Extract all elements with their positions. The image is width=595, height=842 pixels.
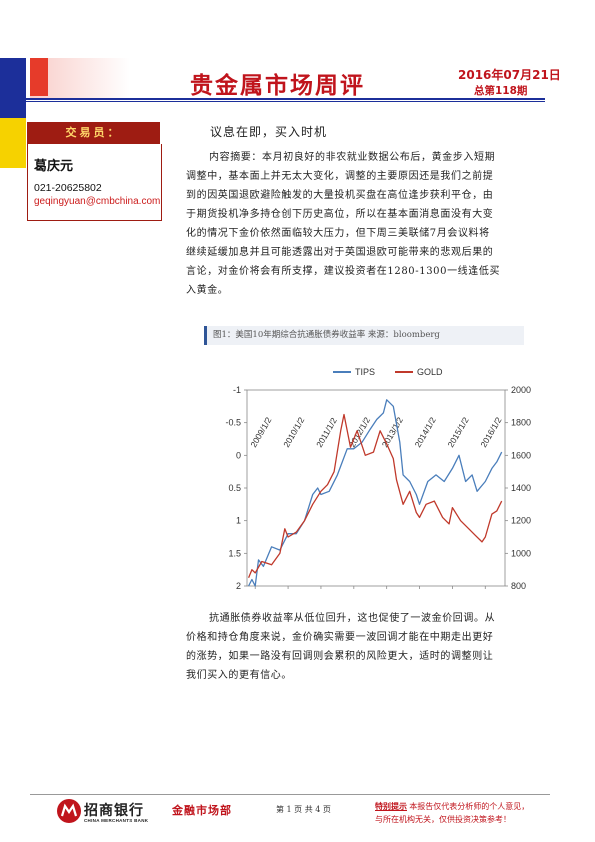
left-tick-label: 0 — [236, 450, 241, 460]
report-title: 贵金属市场周评 — [190, 72, 365, 99]
x-tick-label: 2010/1/2 — [281, 415, 306, 449]
corner-faded-red — [30, 58, 130, 98]
footer-rule — [30, 794, 550, 795]
left-tick-label: 2 — [236, 581, 241, 591]
closing-line: 的涨势，如果一路没有回调则会累积的风险更大，适时的调整则让 — [186, 651, 494, 662]
x-tick-label: 2009/1/2 — [248, 415, 273, 449]
header-rule — [26, 98, 545, 100]
department-name: 金融市场部 — [172, 804, 232, 817]
closing-paragraph: 抗通胀债券收益率从低位回升，这也促使了一波金价回调。从 价格和持仓角度来说，金价… — [186, 609, 495, 685]
x-tick-label: 2014/1/2 — [413, 415, 438, 449]
summary-line: 继续延缓加息并且可能透露出对于英国退欧可能带来的悲观后果的 — [186, 247, 494, 258]
bank-name: 招商银行 — [84, 803, 144, 819]
series-line-tips — [248, 399, 503, 587]
analyst-phone: 021-20625802 — [34, 182, 102, 194]
tips-gold-chart: -1 -0.5 0 0.5 1 1.5 2 800 1000 1200 1400 1600 1800 20… — [225, 367, 531, 591]
issue-number: 总第118期 — [474, 85, 528, 97]
analyst-email-link[interactable]: geqingyuan@cmbchina.com — [34, 196, 161, 207]
x-tick-label: 2016/1/2 — [478, 415, 503, 449]
analyst-name: 葛庆元 — [34, 159, 74, 174]
summary-line: 内容摘要：本月初良好的非农就业数据公布后，黄金步入短期 — [209, 152, 496, 163]
summary-line: 入黄金。 — [186, 285, 229, 296]
x-tick-label: 2013/1/2 — [380, 415, 405, 449]
left-tick-label: 1.5 — [228, 548, 241, 558]
corner-yellow-block — [0, 118, 26, 168]
report-date: 2016年07月21日 — [458, 68, 561, 82]
right-tick-label: 1400 — [511, 483, 531, 493]
x-tick-label: 2011/1/2 — [314, 416, 339, 449]
right-tick-label: 800 — [511, 581, 526, 591]
left-tick-label: 1 — [236, 516, 241, 526]
series-line-gold — [247, 413, 503, 579]
x-tick-label: 2015/1/2 — [445, 415, 470, 449]
left-tick-label: 0.5 — [228, 483, 241, 493]
summary-line: 化的情况下金价依然面临较大压力，但下周三美联储7月会议料将 — [186, 228, 490, 239]
figure-caption: 图1：美国10年期综合抗通胀债券收益率 来源：bloomberg — [204, 326, 524, 345]
legend-label-gold: GOLD — [417, 367, 443, 377]
header-rule-thin — [26, 101, 545, 102]
article-headline: 议息在即，买入时机 — [210, 125, 328, 139]
closing-line: 抗通胀债券收益率从低位回升，这也促使了一波金价回调。从 — [209, 613, 496, 624]
right-tick-label: 1800 — [511, 418, 531, 428]
right-tick-label: 1000 — [511, 548, 531, 558]
corner-red-block — [30, 58, 48, 96]
summary-line: 言论，对金价将会有所支撑，建议投资者在1280-1300一线逢低买 — [186, 266, 501, 277]
left-tick-label: -1 — [233, 385, 241, 395]
summary-line: 调整中，基本面上并无太大变化，调整的主要原因还是我们之前提 — [186, 171, 494, 182]
summary-line: 到的因英国退欧避险触发的大量投机买盘在高位逢步获利平仓，由 — [186, 190, 494, 201]
left-tick-label: -0.5 — [225, 418, 241, 428]
closing-line: 我们买入的更有信心。 — [186, 670, 292, 681]
summary-line: 于期货投机净多持仓创下历史高位，所以在基本面消息面没有大变 — [186, 209, 494, 220]
trader-info-box — [27, 144, 162, 221]
summary-paragraph: 内容摘要：本月初良好的非农就业数据公布后，黄金步入短期 调整中，基本面上并无太大… — [186, 148, 500, 300]
right-tick-label: 1600 — [511, 450, 531, 460]
bank-name-en: CHINA MERCHANTS BANK — [84, 818, 149, 823]
corner-blue-block — [0, 58, 26, 118]
closing-line: 价格和持仓角度来说，金价确实需要一波回调才能在中期走出更好 — [186, 632, 494, 643]
disclaimer: 特别提示 本报告仅代表分析师的个人意见， 与所在机构无关，仅供投资决策参考！ — [375, 802, 530, 824]
trader-heading: 交易员： — [27, 122, 160, 144]
right-tick-label: 2000 — [511, 385, 531, 395]
page-indicator: 第 1 页 共 4 页 — [276, 805, 331, 814]
right-tick-label: 1200 — [511, 516, 531, 526]
legend-label-tips: TIPS — [355, 367, 375, 377]
bank-logo — [57, 799, 81, 823]
